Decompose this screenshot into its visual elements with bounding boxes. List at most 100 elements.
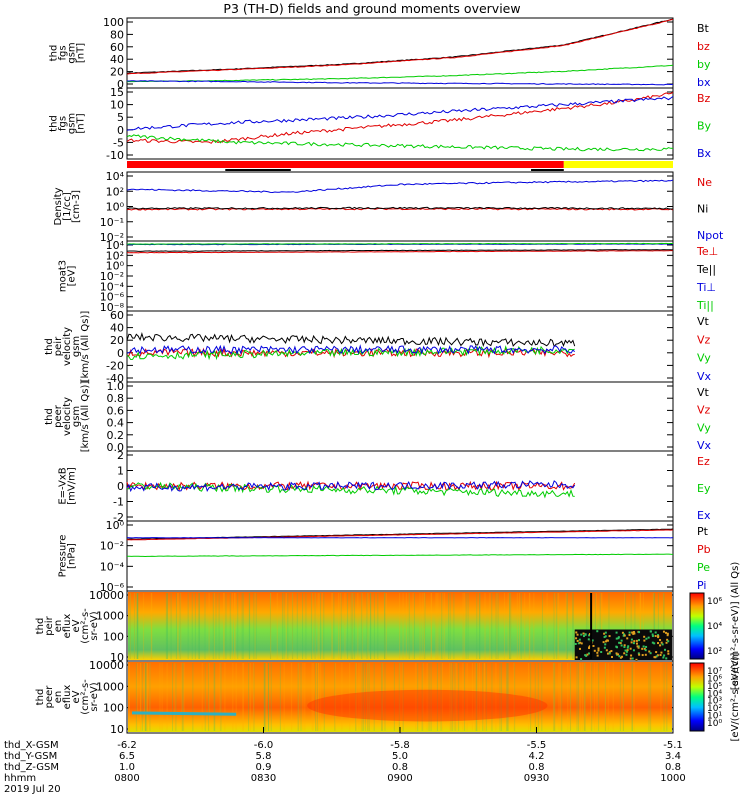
y-tick-label: -20	[106, 359, 124, 372]
series-pe-line	[127, 553, 674, 558]
y-axis-label: fgs	[58, 116, 69, 131]
y-tick-label: 10⁻⁴	[100, 560, 125, 573]
legend-ti: Ti⊥	[696, 281, 716, 294]
x-tick-label: 0.8	[392, 762, 408, 773]
y-axis-label: [nT]	[76, 113, 87, 133]
y-tick-label: 10⁻²	[100, 270, 124, 283]
series-bz-line	[126, 18, 674, 75]
y-tick-label: 1000	[96, 610, 124, 623]
y-axis-label: sr-eV)	[89, 611, 100, 640]
y-tick-label: 10⁻²	[100, 231, 124, 244]
y-axis-label: gsm	[67, 113, 78, 134]
x-tick-label: -5.5	[527, 740, 547, 751]
y-tick-label: 10⁻⁴	[100, 280, 125, 293]
legend-pe: Pe	[697, 561, 710, 574]
x-tick-label: 0830	[251, 773, 276, 784]
colorbar-tick-label: 10¹	[707, 712, 722, 722]
y-tick-label: 10⁴	[106, 239, 125, 252]
panel-density: 10⁴ 10² 10⁰ 10⁻¹ 10⁻² Density[1/cc][cm-3] Ne Ni…	[53, 170, 724, 244]
legend-ez: Ez	[697, 455, 710, 468]
y-axis-label: fgs	[58, 45, 69, 60]
y-tick-label: 10⁴	[106, 170, 125, 183]
spectrogram	[128, 662, 672, 732]
panel-frame	[126, 87, 674, 160]
y-tick-label: 80	[110, 28, 124, 41]
series-bx-line	[126, 95, 674, 131]
x-tick-label: 0900	[387, 773, 412, 784]
y-axis-label: moat3	[58, 260, 69, 292]
legend-vx: Vx	[697, 439, 712, 452]
x-tick-label: -6.2	[117, 740, 137, 751]
legend-vy: Vy	[697, 352, 711, 365]
y-axis-label: [nPa]	[67, 543, 78, 569]
x-tick-label: 1.0	[119, 762, 135, 773]
x-tick-label: 5.8	[256, 751, 272, 762]
colorbar-tick-label: 10⁴	[707, 689, 722, 699]
legend-ey: Ey	[697, 482, 711, 495]
x-tick-label: 0.8	[529, 762, 545, 773]
x-row-label: thd_Y-GSM	[4, 751, 57, 762]
y-tick-label: 10⁻⁶	[100, 581, 125, 594]
y-tick-label: 1	[117, 465, 124, 478]
y-axis-label: [eV]	[67, 266, 78, 287]
y-tick-label: 15	[110, 86, 124, 99]
y-tick-label: -10	[106, 149, 124, 162]
page-title: P3 (TH-D) fields and ground moments over…	[223, 1, 520, 16]
y-axis-label: velocity	[62, 397, 73, 436]
panel-frame	[126, 381, 674, 452]
x-tick-label: 1000	[660, 773, 685, 784]
legend-ex: Ex	[697, 509, 711, 522]
x-tick-label: 5.0	[392, 751, 408, 762]
colorbar-tick-label: 10⁷	[707, 667, 722, 677]
y-axis-label: thd	[49, 115, 60, 132]
y-tick-label: 40	[110, 322, 124, 335]
y-tick-label: 0.4	[107, 417, 125, 430]
panel-efield: 2 1 0 -1 -2 E=-VxB[mV/m] Ez Ey Ex	[58, 449, 711, 524]
y-tick-label: 0.6	[107, 404, 125, 417]
y-axis-label: thd	[44, 338, 55, 355]
legend-vz: Vz	[697, 404, 711, 417]
panel-peir_spec: 10000 1000 100 10 thdpeirenefluxeV(cm²-s-sr-…	[35, 562, 741, 691]
y-tick-label: 2	[117, 449, 124, 462]
y-tick-label: 10²	[106, 249, 124, 262]
colorbar-tick-label: 10⁴	[707, 622, 722, 632]
y-axis-label: gsm	[71, 336, 82, 357]
legend-bz: bz	[697, 40, 710, 53]
y-axis-label: en	[53, 620, 64, 633]
y-tick-label: 10⁻¹	[100, 216, 124, 229]
legend-ti: Ti||	[696, 299, 714, 312]
legend-vt: Vt	[697, 315, 710, 328]
y-tick-label: 0	[117, 480, 124, 493]
y-axis-label: [km/s (All Qs)]	[80, 381, 91, 453]
series-te-line	[126, 249, 674, 254]
legend-vy: Vy	[697, 421, 711, 434]
colorbar-label: [eV/(cm²-s-sr-eV)]	[730, 652, 741, 741]
y-tick-label: 10	[110, 723, 124, 736]
colorbar	[689, 662, 705, 732]
x-tick-label: -6.0	[254, 740, 274, 751]
y-axis-label: thd	[35, 618, 46, 635]
y-axis-label: eV	[71, 690, 82, 703]
y-axis-label: thd	[49, 45, 60, 62]
x-tick-label: 4.2	[529, 751, 545, 762]
panel-peer_spec: 10000 1000 100 10 thdpeerenefluxeV(cm²-s-sr-…	[35, 652, 741, 741]
y-axis-label: eV	[71, 619, 82, 632]
y-axis-label: velocity	[62, 327, 73, 366]
y-axis-label: (cm²-s-	[80, 608, 91, 644]
y-tick-label: 0	[117, 78, 124, 91]
y-axis-label: en	[53, 691, 64, 704]
colorbar-tick-label: 10⁶	[707, 674, 722, 684]
y-tick-label: 0.0	[107, 441, 125, 454]
legend-te: Te⊥	[696, 245, 718, 258]
y-tick-label: 40	[110, 53, 124, 66]
colorbar-tick-label: 10⁵	[707, 682, 722, 692]
colorbar-tick-label: 10³	[707, 697, 722, 707]
legend-pb: Pb	[697, 543, 711, 556]
y-tick-label: 20	[110, 66, 124, 79]
x-row-label: thd_Z-GSM	[4, 762, 59, 773]
y-tick-label: 5	[117, 111, 124, 124]
y-tick-label: 60	[110, 41, 124, 54]
